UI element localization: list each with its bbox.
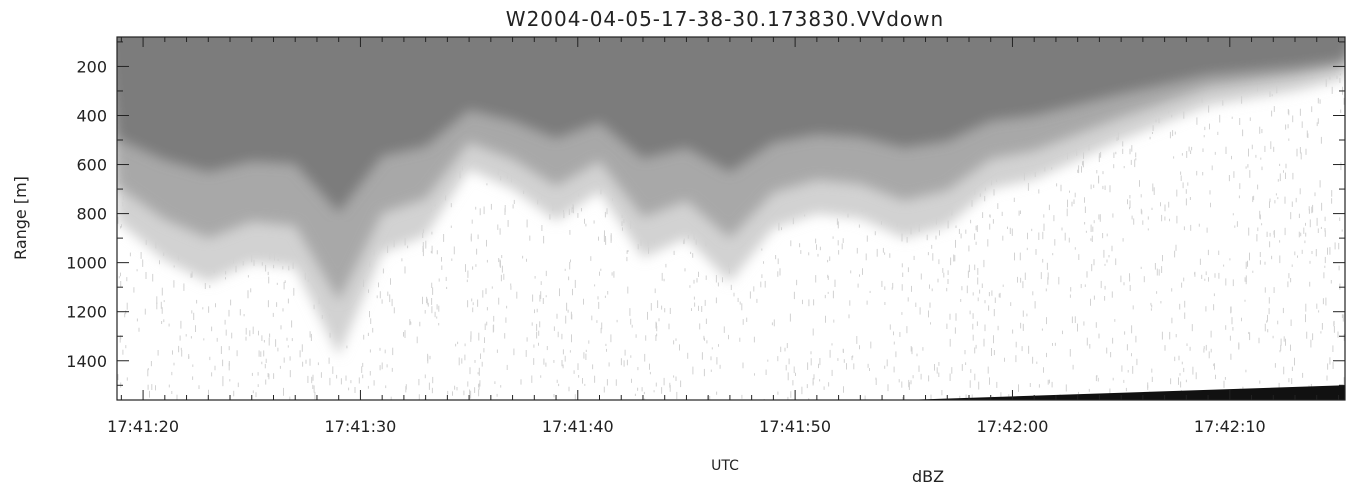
echo-region-strong (117, 37, 1345, 213)
x-tick-label: 17:42:00 (977, 417, 1049, 436)
y-tick-label: 800 (76, 205, 107, 224)
x-tick-label: 17:41:20 (107, 417, 179, 436)
plot-area (117, 37, 1345, 400)
y-tick-label: 400 (76, 106, 107, 125)
y-axis-label: Range [m] (11, 176, 30, 260)
x-tick-label: 17:41:30 (324, 417, 396, 436)
y-tick-label: 600 (76, 156, 107, 175)
y-tick-label: 200 (76, 57, 107, 76)
plot-frame (116, 36, 1346, 401)
x-axis-label: UTC (711, 458, 739, 474)
x-tick-label: 17:42:10 (1194, 417, 1266, 436)
x-tick-label: 17:41:50 (759, 417, 831, 436)
surface-return-band (903, 385, 1345, 400)
y-tick-label: 1200 (66, 303, 107, 322)
y-tick-label: 1400 (66, 352, 107, 371)
colorbar-label: dBZ (912, 467, 944, 483)
x-tick-label: 17:41:40 (542, 417, 614, 436)
x-axis: 17:41:20 17:41:30 17:41:40 17:41:50 17:42:00… (107, 37, 1339, 436)
y-tick-label: 1000 (66, 254, 107, 273)
chart-title: W2004-04-05-17-38-30.173830.VVdown (506, 7, 944, 31)
y-axis: 200 400 600 800 1000 1200 1400 (66, 41, 1345, 386)
